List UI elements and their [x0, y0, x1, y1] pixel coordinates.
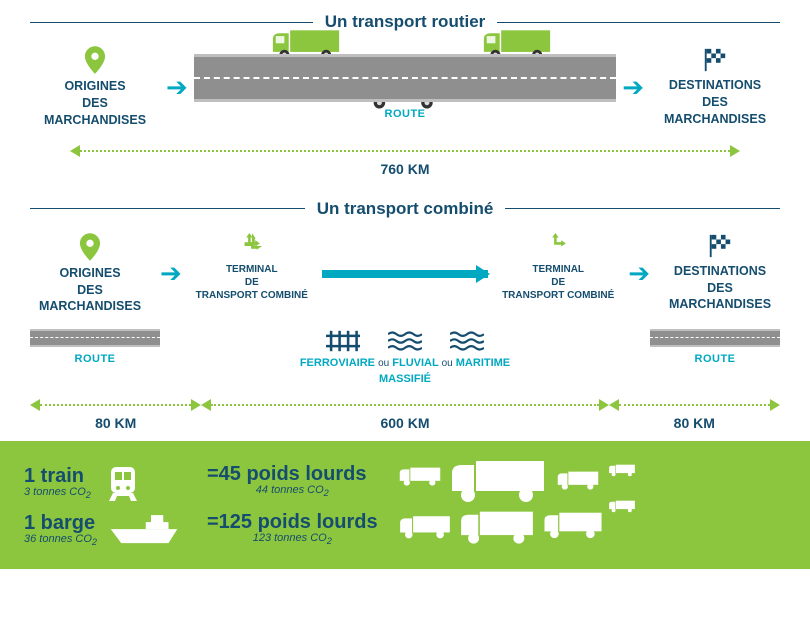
triangle-right-icon	[730, 145, 740, 157]
train-row: 1 train 3 tonnes CO2	[24, 463, 179, 503]
road-small-right: ROUTE	[650, 329, 780, 365]
modes-text2: MASSIFIÉ	[164, 373, 646, 385]
train-title: 1 train	[24, 466, 91, 486]
split-arrow-icon	[545, 233, 571, 259]
split-arrow-icon	[239, 233, 265, 259]
terminal-block: TERMINALDETRANSPORT COMBINÉ	[498, 233, 618, 302]
section2-flow: ORIGINESDESMARCHANDISES ➔ TERMINALDETRAN…	[30, 233, 780, 316]
dest-label: DESTINATIONSDESMARCHANDISES	[660, 263, 780, 314]
mode-fluvial: FLUVIAL	[392, 357, 438, 369]
section1-flow: ORIGINESDESMARCHANDISES ➔ ROUTE ➔ DESTIN…	[30, 46, 780, 129]
rail-icon	[326, 329, 360, 353]
eq-train: =45 poids lourds 44 tonnes CO2	[207, 464, 378, 498]
road	[194, 54, 616, 102]
terminal-label: TERMINALDETRANSPORT COMBINÉ	[498, 263, 618, 302]
flag-icon	[707, 233, 733, 259]
origin-label: ORIGINESDESMARCHANDISES	[30, 78, 160, 129]
eq-barge-title: =125 poids lourds	[207, 512, 378, 532]
distance-segment	[201, 399, 608, 411]
long-arrow-icon	[322, 270, 488, 278]
distance-label: 760 KM	[30, 161, 780, 177]
road	[30, 329, 160, 347]
mode-icons	[164, 329, 646, 353]
eq-barge: =125 poids lourds 123 tonnes CO2	[207, 512, 378, 546]
eq-barge-co2: 123 tonnes CO2	[207, 532, 378, 546]
road-label: ROUTE	[30, 353, 160, 365]
dash-line	[619, 404, 770, 406]
section2-title: Un transport combiné	[317, 199, 494, 219]
divider	[497, 22, 780, 23]
origin-block: ORIGINESDESMARCHANDISES	[30, 233, 150, 316]
dest-block: DESTINATIONSDESMARCHANDISES	[660, 233, 780, 314]
triangle-right-icon	[599, 399, 609, 411]
divider	[505, 208, 780, 209]
distance-segments	[30, 399, 780, 411]
barge-text: 1 barge 36 tonnes CO2	[24, 513, 97, 547]
pin-icon	[79, 233, 101, 261]
trucks-cloud	[398, 455, 786, 555]
distance-bar	[70, 145, 740, 157]
divider	[30, 22, 313, 23]
segment-distance-label: 80 KM	[30, 415, 201, 431]
mode-maritime: MARITIME	[456, 357, 510, 369]
distance-segment	[30, 399, 201, 411]
road-label: ROUTE	[650, 353, 780, 365]
terminal-label: TERMINALDETRANSPORT COMBINÉ	[192, 263, 312, 302]
train-text: 1 train 3 tonnes CO2	[24, 466, 91, 500]
flag-icon	[702, 47, 728, 73]
arrow-icon: ➔	[154, 258, 188, 289]
triangle-left-icon	[201, 399, 211, 411]
dash-line	[211, 404, 598, 406]
arrow-icon: ➔	[160, 72, 194, 103]
ou-text: ou	[378, 358, 389, 369]
footer-co2-panel: 1 train 3 tonnes CO2 1 barge 36 tonnes C…	[0, 441, 810, 569]
train-icon	[103, 463, 143, 503]
eq-train-title: =45 poids lourds	[207, 464, 378, 484]
road	[650, 329, 780, 347]
co2-left: 1 train 3 tonnes CO2 1 barge 36 tonnes C…	[24, 463, 179, 547]
distance-segment	[609, 399, 780, 411]
ou-text: ou	[442, 358, 453, 369]
sea-icon	[450, 329, 484, 353]
triangle-left-icon	[30, 399, 40, 411]
section-road-transport: Un transport routier ORIGINESDESMARCHAND…	[0, 0, 810, 187]
triangle-right-icon	[770, 399, 780, 411]
modes-row: ROUTE FERROVIAIRE ou FLUVIAL ou MARITIME…	[30, 329, 780, 385]
dash-line	[80, 150, 730, 152]
section1-title: Un transport routier	[325, 12, 486, 32]
dest-block: DESTINATIONSDESMARCHANDISES	[650, 47, 780, 128]
section-combined-transport: Un transport combiné ORIGINESDESMARCHAND…	[0, 187, 810, 442]
modes-text: FERROVIAIRE ou FLUVIAL ou MARITIME	[164, 357, 646, 369]
triangle-left-icon	[609, 399, 619, 411]
co2-equivalents: =45 poids lourds 44 tonnes CO2 =125 poid…	[207, 464, 378, 546]
origin-label: ORIGINESDESMARCHANDISES	[30, 265, 150, 316]
section2-title-row: Un transport combiné	[30, 199, 780, 219]
origin-block: ORIGINESDESMARCHANDISES	[30, 46, 160, 129]
eq-train-co2: 44 tonnes CO2	[207, 484, 378, 498]
barge-row: 1 barge 36 tonnes CO2	[24, 513, 179, 547]
train-co2: 3 tonnes CO2	[24, 486, 91, 500]
pin-icon	[84, 46, 106, 74]
mode-rail: FERROVIAIRE	[300, 357, 375, 369]
modes-center: FERROVIAIRE ou FLUVIAL ou MARITIME MASSI…	[164, 329, 646, 385]
barge-icon	[109, 513, 179, 547]
river-icon	[388, 329, 422, 353]
barge-co2: 36 tonnes CO2	[24, 533, 97, 547]
center-arrow-wrap	[316, 260, 494, 288]
dest-label: DESTINATIONSDESMARCHANDISES	[650, 77, 780, 128]
segment-distance-label: 80 KM	[609, 415, 780, 431]
barge-title: 1 barge	[24, 513, 97, 533]
section1-title-row: Un transport routier	[30, 12, 780, 32]
triangle-left-icon	[70, 145, 80, 157]
arrow-icon: ➔	[622, 258, 656, 289]
divider	[30, 208, 305, 209]
terminal-block: TERMINALDETRANSPORT COMBINÉ	[192, 233, 312, 302]
segment-distance-label: 600 KM	[201, 415, 608, 431]
triangle-right-icon	[191, 399, 201, 411]
dash-line	[40, 404, 191, 406]
arrow-icon: ➔	[616, 72, 650, 103]
road-graphic: ROUTE	[194, 54, 616, 120]
road-small-left: ROUTE	[30, 329, 160, 365]
distance-segment-labels: 80 KM600 KM80 KM	[30, 415, 780, 431]
